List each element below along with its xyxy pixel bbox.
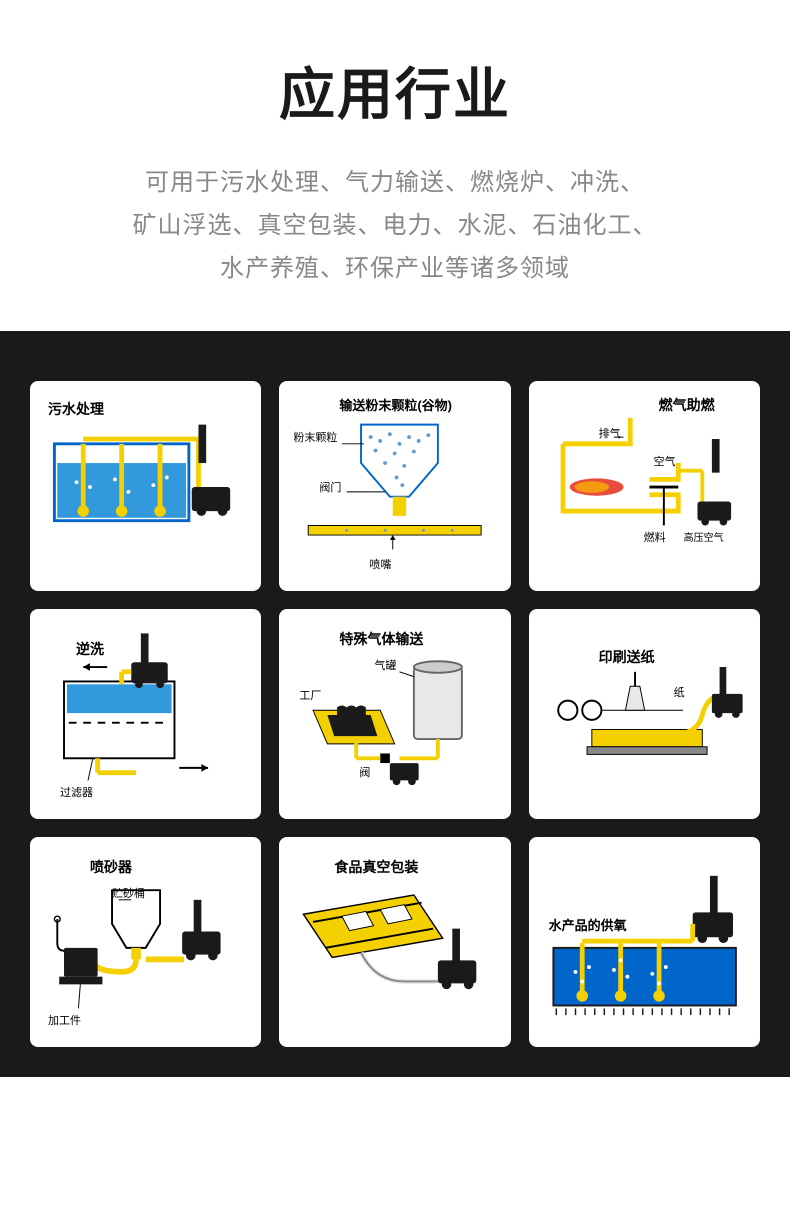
diagram-cell-aquaculture: 水产品的供氧: [529, 837, 760, 1047]
cell-title: 输送粉末颗粒(谷物): [339, 395, 452, 414]
header-section: 应用行业 可用于污水处理、气力输送、燃烧炉、冲洗、 矿山浮选、真空包装、电力、水…: [0, 0, 790, 331]
diagram-svg: [40, 391, 251, 583]
diagram-cell-sandblast: 喷砂器 贮砂桶 加工件: [30, 837, 261, 1047]
label: 粉末颗粒: [293, 429, 337, 445]
cell-title: 污水处理: [48, 399, 104, 419]
label: 燃料: [644, 529, 666, 545]
label: 喷嘴: [369, 556, 391, 572]
diagram-grid-section: 污水处理: [0, 331, 790, 1078]
label: 贮砂桶: [112, 885, 145, 901]
label: 过滤器: [60, 784, 93, 800]
label: 阀: [359, 764, 370, 780]
label: 阀门: [319, 479, 341, 495]
diagram-cell-powder: 输送粉末颗粒(谷物) 粉末颗粒 阀门 喷嘴: [279, 381, 510, 591]
cell-title: 喷砂器: [90, 857, 132, 877]
subtitle-line: 水产养殖、环保产业等诸多领域: [30, 247, 760, 290]
label: 空气: [654, 453, 676, 469]
diagram-svg: [539, 847, 750, 1039]
subtitle-line: 矿山浮选、真空包装、电力、水泥、石油化工、: [30, 204, 760, 247]
label: 加工件: [48, 1012, 81, 1028]
cell-title: 水产品的供氧: [549, 915, 627, 934]
diagram-cell-combustion: 燃气助燃 排气 空气 燃料 高压空气: [529, 381, 760, 591]
label: 排气: [599, 425, 621, 441]
subtitle: 可用于污水处理、气力输送、燃烧炉、冲洗、 矿山浮选、真空包装、电力、水泥、石油化…: [30, 161, 760, 291]
diagram-cell-gas-transport: 特殊气体输送 气罐 工厂 阀: [279, 609, 510, 819]
cell-title: 逆洗: [76, 639, 104, 659]
diagram-cell-sewage: 污水处理: [30, 381, 261, 591]
diagram-cell-printing: 印刷送纸 纸: [529, 609, 760, 819]
label: 高压空气: [684, 529, 724, 544]
diagram-cell-vacuum-pack: 食品真空包装: [279, 837, 510, 1047]
cell-title: 印刷送纸: [599, 647, 655, 667]
diagram-svg: [40, 619, 251, 811]
cell-title: 燃气助燃: [659, 395, 715, 415]
diagram-cell-backwash: 逆洗 过滤器: [30, 609, 261, 819]
diagram-grid: 污水处理: [30, 381, 760, 1048]
subtitle-line: 可用于污水处理、气力输送、燃烧炉、冲洗、: [30, 161, 760, 204]
label: 工厂: [299, 687, 321, 703]
page-title: 应用行业: [30, 50, 760, 131]
label: 气罐: [374, 657, 396, 673]
cell-title: 食品真空包装: [334, 857, 418, 877]
diagram-svg: [539, 391, 750, 583]
diagram-svg: [40, 847, 251, 1039]
label: 纸: [674, 684, 685, 700]
cell-title: 特殊气体输送: [339, 629, 423, 649]
